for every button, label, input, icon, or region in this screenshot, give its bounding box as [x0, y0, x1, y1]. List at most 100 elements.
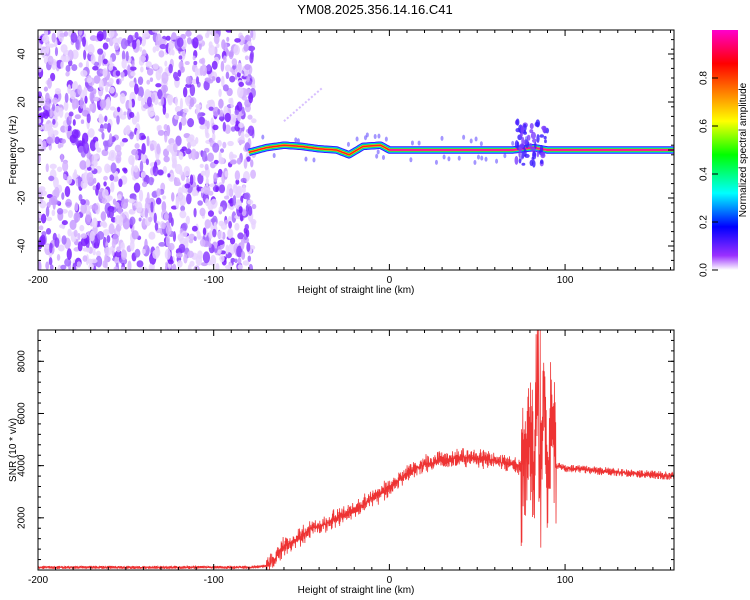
y-tick-label: 6000 — [17, 402, 28, 425]
noise-blob — [152, 249, 160, 260]
noise-blob — [90, 53, 96, 65]
noise-blob — [141, 181, 148, 188]
colorbar-tick-label: 0.4 — [699, 167, 710, 181]
noise-blob — [98, 128, 105, 133]
noise-blob — [104, 140, 109, 152]
noise-blob — [236, 71, 241, 78]
noise-blob — [234, 222, 240, 231]
noise-blob — [63, 55, 70, 63]
noise-blob — [102, 58, 108, 65]
noise-blob — [234, 109, 240, 116]
track-side-blob — [457, 155, 461, 161]
noise-blob — [213, 33, 220, 45]
noise-blob — [154, 222, 159, 231]
noise-blob — [224, 219, 229, 224]
noise-blob — [102, 42, 109, 50]
noise-blob — [136, 111, 140, 123]
noise-blob — [173, 143, 178, 153]
colorbar-tick-label: 0.0 — [699, 263, 710, 277]
disturbance-blob — [515, 127, 521, 133]
x-tick-label: 0 — [387, 275, 393, 286]
noise-blob — [193, 60, 198, 66]
spectrogram-x-axis-label: Height of straight line (km) — [298, 285, 415, 296]
noise-blob — [149, 77, 154, 83]
noise-blob — [170, 217, 174, 227]
colorbar-tick-label: 0.8 — [699, 71, 710, 85]
noise-blob — [222, 205, 226, 212]
noise-blob — [178, 121, 182, 131]
noise-blob — [140, 66, 144, 73]
noise-blob — [237, 232, 244, 240]
noise-blob — [221, 75, 225, 88]
noise-blob — [164, 131, 168, 143]
noise-blob — [164, 60, 168, 67]
noise-blob — [172, 263, 177, 270]
noise-blob — [52, 118, 56, 125]
noise-blob — [152, 165, 157, 173]
noise-blob — [213, 172, 218, 183]
noise-blob — [155, 69, 162, 81]
noise-blob — [127, 64, 131, 76]
noise-blob — [134, 31, 139, 39]
noise-blob — [88, 262, 94, 270]
spectrogram-noise-region — [38, 30, 324, 270]
noise-blob — [232, 64, 237, 70]
noise-blob — [139, 46, 143, 52]
noise-blob — [224, 112, 231, 123]
disturbance-blob — [532, 160, 536, 168]
noise-blob — [46, 136, 54, 145]
noise-blob — [136, 201, 143, 213]
noise-blob — [146, 79, 151, 85]
noise-blob — [60, 61, 64, 69]
noise-blob — [132, 39, 137, 50]
noise-blob — [128, 98, 133, 110]
noise-blob — [123, 168, 128, 174]
noise-blob — [162, 195, 167, 200]
noise-blob — [198, 42, 202, 51]
noise-blob — [84, 95, 88, 104]
disturbance-blob — [529, 143, 533, 149]
noise-blob — [83, 141, 90, 154]
noise-blob — [65, 71, 70, 77]
track-side-blob — [440, 135, 444, 141]
noise-blob — [183, 133, 191, 139]
disturbance-blob — [539, 159, 544, 165]
noise-blob — [73, 169, 78, 178]
noise-blob — [119, 93, 126, 105]
noise-blob — [144, 238, 148, 251]
noise-blob — [54, 88, 61, 95]
noise-blob — [165, 112, 170, 119]
noise-blob — [163, 155, 170, 163]
track-side-blob — [355, 136, 359, 142]
noise-blob — [121, 50, 126, 61]
noise-blob — [151, 30, 160, 33]
noise-blob — [38, 66, 42, 73]
track-side-blob — [312, 157, 316, 163]
noise-blob — [174, 105, 182, 113]
spectrogram-y-ticks: -40 -20 0 20 40 — [17, 29, 674, 271]
track-side-blob — [462, 134, 466, 140]
noise-blob — [125, 50, 129, 62]
noise-blob — [107, 156, 112, 161]
noise-blob — [56, 253, 61, 261]
noise-blob — [247, 199, 254, 205]
noise-blob — [79, 160, 87, 170]
noise-blob — [162, 165, 168, 174]
noise-blob — [39, 234, 46, 247]
noise-blob — [185, 76, 192, 85]
noise-blob — [97, 48, 104, 55]
noise-blob — [189, 139, 197, 147]
noise-blob — [211, 75, 216, 82]
noise-blob — [181, 222, 188, 231]
noise-blob — [44, 244, 51, 249]
noise-blob — [93, 61, 100, 66]
noise-blob — [238, 206, 243, 214]
noise-blob — [99, 221, 104, 227]
track-side-blob — [447, 156, 451, 162]
colorbar-ticks: 0.0 0.2 0.4 0.6 0.8 — [699, 71, 718, 277]
noise-blob — [187, 264, 192, 270]
noise-blob — [246, 75, 250, 83]
noise-blob — [217, 108, 221, 115]
